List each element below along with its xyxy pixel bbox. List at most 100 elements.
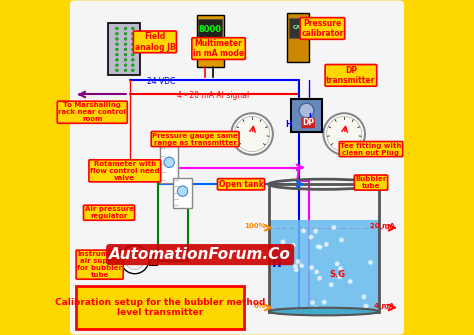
Bar [197, 15, 224, 67]
Text: AutomationForum.Co: AutomationForum.Co [109, 247, 291, 262]
Bar [108, 23, 140, 75]
Circle shape [164, 157, 174, 168]
Circle shape [309, 235, 313, 240]
Circle shape [324, 242, 329, 247]
Circle shape [116, 53, 118, 56]
Circle shape [293, 264, 298, 269]
Circle shape [317, 276, 322, 280]
Text: Rotameter with
flow control need
valve: Rotameter with flow control need valve [90, 161, 160, 181]
Circle shape [125, 250, 145, 269]
Circle shape [296, 259, 300, 264]
Circle shape [116, 27, 118, 30]
Circle shape [338, 266, 343, 271]
Text: h: h [272, 256, 282, 270]
Text: DP: DP [302, 119, 314, 127]
Circle shape [314, 270, 319, 274]
Circle shape [177, 186, 188, 196]
Text: 4 mA: 4 mA [374, 303, 394, 309]
Text: Air pressure
regulator: Air pressure regulator [84, 206, 134, 219]
Circle shape [116, 38, 118, 40]
Bar [289, 18, 307, 38]
Text: DP: DP [302, 119, 314, 127]
Circle shape [124, 48, 127, 51]
Text: Multimeter
in mA mode: Multimeter in mA mode [193, 39, 244, 58]
Text: Field
analog JB: Field analog JB [135, 32, 175, 52]
Text: CAL: CAL [292, 24, 304, 29]
Circle shape [131, 32, 134, 35]
Circle shape [124, 59, 127, 61]
Circle shape [124, 38, 127, 40]
Bar [269, 184, 379, 312]
Circle shape [116, 43, 118, 46]
Bar [173, 178, 192, 208]
Circle shape [131, 38, 134, 40]
Text: 20 mA: 20 mA [370, 223, 394, 229]
Bar [287, 13, 309, 62]
Circle shape [116, 59, 118, 61]
Circle shape [362, 294, 366, 299]
Bar [149, 255, 157, 265]
Circle shape [316, 245, 320, 249]
Bar [269, 220, 379, 312]
Circle shape [322, 300, 327, 305]
Circle shape [124, 64, 127, 66]
Bar [199, 19, 222, 41]
Circle shape [281, 240, 285, 244]
Circle shape [368, 260, 373, 265]
Circle shape [231, 113, 273, 155]
Circle shape [131, 48, 134, 51]
Circle shape [131, 59, 134, 61]
Text: Instrument
air supply
for bubbler
tube: Instrument air supply for bubbler tube [77, 251, 122, 278]
Text: S.G: S.G [329, 270, 346, 279]
Text: 24 VDC: 24 VDC [147, 77, 176, 85]
Circle shape [116, 48, 118, 51]
Circle shape [339, 238, 344, 242]
Circle shape [116, 64, 118, 66]
Circle shape [131, 43, 134, 46]
Text: 0%: 0% [254, 303, 265, 309]
Circle shape [348, 279, 353, 284]
Circle shape [131, 69, 134, 72]
Text: H: H [286, 120, 292, 129]
Text: 8000: 8000 [199, 25, 222, 34]
Circle shape [323, 113, 365, 155]
Circle shape [313, 229, 318, 233]
Circle shape [124, 69, 127, 72]
Text: Calibration setup for the bubbler method
level transmitter: Calibration setup for the bubbler method… [55, 298, 265, 317]
Bar [160, 146, 178, 183]
Circle shape [116, 32, 118, 35]
Circle shape [310, 300, 315, 305]
Circle shape [124, 43, 127, 46]
Text: To Marshalling
rack near control
room: To Marshalling rack near control room [58, 102, 126, 122]
Bar [291, 99, 322, 132]
Circle shape [313, 306, 318, 311]
Text: Bubbler
tube: Bubbler tube [356, 176, 387, 189]
Text: Pressure
calibrator: Pressure calibrator [301, 19, 344, 38]
Circle shape [337, 274, 342, 279]
Circle shape [124, 32, 127, 35]
Circle shape [364, 304, 368, 309]
Circle shape [83, 259, 92, 267]
Circle shape [131, 53, 134, 56]
Text: 4 - 20 mA AI signal: 4 - 20 mA AI signal [177, 91, 250, 100]
Circle shape [131, 64, 134, 66]
Text: 100%: 100% [244, 223, 265, 229]
Text: Open tank: Open tank [219, 180, 264, 189]
Circle shape [131, 27, 134, 30]
Circle shape [310, 265, 314, 270]
Text: DP
transmitter: DP transmitter [326, 66, 375, 85]
Circle shape [299, 103, 314, 118]
FancyBboxPatch shape [76, 286, 244, 329]
Circle shape [329, 282, 334, 287]
Circle shape [294, 267, 299, 272]
Circle shape [299, 263, 304, 268]
Circle shape [318, 245, 322, 250]
Circle shape [124, 53, 127, 56]
Circle shape [124, 27, 127, 30]
Circle shape [301, 228, 306, 233]
Text: Tee fitting with
clean out Plug: Tee fitting with clean out Plug [340, 143, 401, 155]
FancyBboxPatch shape [68, 0, 406, 335]
Circle shape [116, 69, 118, 72]
Circle shape [335, 261, 339, 266]
Circle shape [235, 116, 270, 152]
